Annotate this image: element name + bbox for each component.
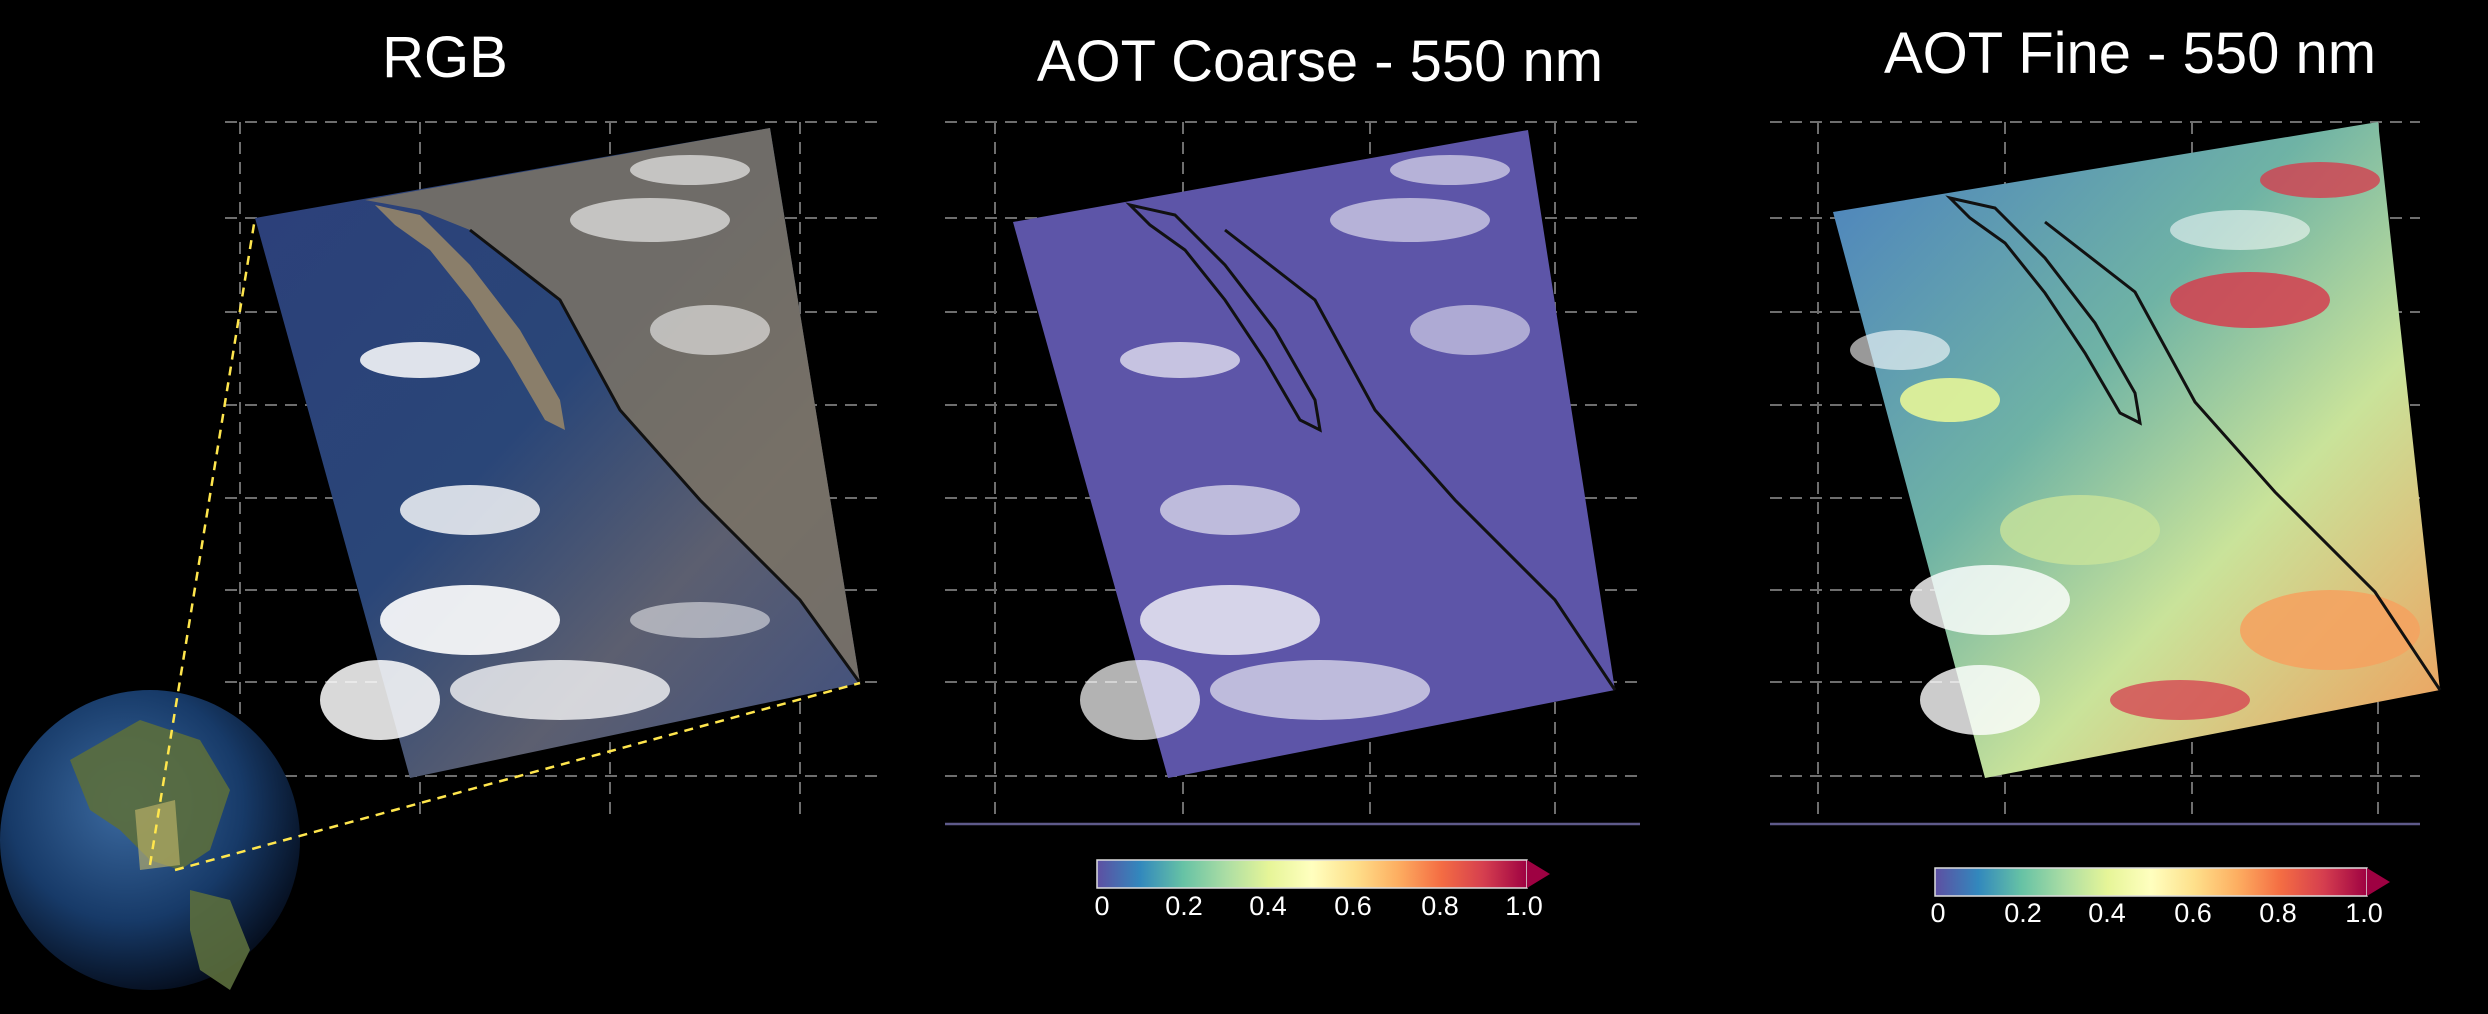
fine-high-aot-patches xyxy=(1900,162,2420,720)
fine-tick-1.0: 1.0 xyxy=(2345,898,2383,928)
aot-coarse-title: AOT Coarse - 550 nm xyxy=(1036,29,1604,94)
coarse-tick-0.6: 0.6 xyxy=(1334,891,1372,921)
rgb-coastline xyxy=(469,228,862,684)
fine-tick-0.8: 0.8 xyxy=(2259,898,2297,928)
fine-clouds xyxy=(1850,210,2310,735)
globe-outline xyxy=(148,217,861,872)
rgb-clouds xyxy=(320,155,770,740)
fine-coastline xyxy=(1945,195,2442,691)
fine-tick-0.4: 0.4 xyxy=(2088,898,2126,928)
coarse-tick-0.4: 0.4 xyxy=(1249,891,1287,921)
fine-tick-0: 0 xyxy=(1930,898,1945,928)
globe-swath-marker xyxy=(135,800,180,870)
rgb-land xyxy=(365,128,860,683)
fine-tick-0.6: 0.6 xyxy=(2174,898,2212,928)
fine-colorbar-extend xyxy=(2367,868,2390,896)
coarse-coastline xyxy=(1125,202,1617,691)
rgb-title: RGB xyxy=(382,25,508,90)
fine-tick-0.2: 0.2 xyxy=(2004,898,2042,928)
rgb-peninsula xyxy=(375,205,565,430)
coarse-tick-1.0: 1.0 xyxy=(1505,891,1543,921)
fine-swath xyxy=(1833,122,2440,778)
coarse-clouds xyxy=(1080,155,1530,740)
coarse-tick-0: 0 xyxy=(1094,891,1109,921)
fine-colorbar xyxy=(1934,867,2368,897)
coarse-colorbar xyxy=(1096,859,1528,889)
coarse-tick-0.2: 0.2 xyxy=(1165,891,1203,921)
coarse-tick-0.8: 0.8 xyxy=(1421,891,1459,921)
coarse-colorbar-extend xyxy=(1527,860,1550,888)
aot-fine-title: AOT Fine - 550 nm xyxy=(1883,21,2377,86)
